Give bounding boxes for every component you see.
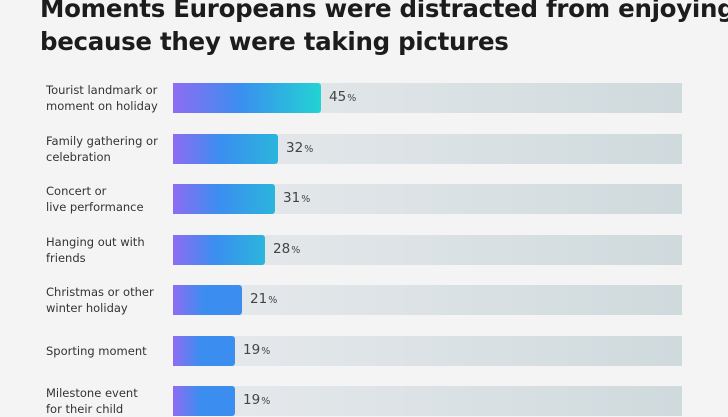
value-unit: %	[261, 345, 271, 357]
value-unit: %	[304, 143, 314, 155]
bar	[173, 234, 265, 265]
category-label: Christmas or other winter holiday	[46, 284, 166, 316]
bar	[173, 386, 235, 416]
bar	[173, 285, 242, 315]
value-unit: %	[347, 93, 357, 104]
category-label-line: Tourist landmark or	[46, 83, 158, 97]
category-label-line: Christmas or other	[46, 285, 154, 299]
value-number: 19	[243, 341, 261, 358]
bar	[173, 133, 278, 164]
category-label: Sporting moment	[46, 343, 166, 359]
value-number: 32	[286, 139, 304, 156]
category-label-line: Sporting moment	[46, 343, 147, 358]
value-label: 31%	[283, 190, 310, 206]
category-label-line: Milestone event	[46, 386, 138, 400]
bar-track	[173, 285, 682, 315]
category-label-line: Hanging out with	[46, 234, 145, 249]
bar-row: Concert or live performance 31%	[0, 184, 728, 214]
category-label: Family gathering or celebration	[46, 133, 166, 165]
category-label: Tourist landmark or moment on holiday	[46, 82, 166, 114]
category-label: Hanging out with friends	[46, 234, 166, 266]
value-number: 19	[243, 392, 261, 408]
bar-row: Hanging out with friends 28%	[0, 234, 728, 266]
chart-title-line-1: Moments Europeans were distracted from e…	[40, 0, 728, 23]
value-number: 28	[273, 240, 291, 257]
chart-title: Moments Europeans were distracted from e…	[40, 0, 728, 58]
category-label-line: for their child	[46, 402, 124, 416]
value-unit: %	[291, 244, 301, 256]
category-label-line: live performance	[46, 200, 144, 214]
bar-row: Family gathering or celebration 32%	[0, 133, 728, 165]
bar	[173, 335, 235, 366]
value-unit: %	[301, 194, 311, 205]
value-label: 28%	[273, 241, 300, 257]
value-unit: %	[261, 396, 271, 407]
category-label-line: moment on holiday	[46, 99, 158, 113]
bar-track	[173, 335, 682, 366]
category-label-line: friends	[46, 250, 86, 265]
bar	[173, 184, 275, 214]
chart-title-line-2: because they were taking pictures	[40, 27, 509, 56]
value-label: 32%	[286, 140, 313, 156]
category-label: Milestone event for their child	[46, 385, 166, 417]
category-label-line: winter holiday	[46, 301, 128, 315]
category-label-line: Concert or	[46, 184, 107, 198]
bar-row: Christmas or other winter holiday 21%	[0, 285, 728, 315]
value-unit: %	[268, 295, 278, 306]
value-number: 45	[329, 89, 347, 105]
value-label: 21%	[250, 291, 277, 307]
value-number: 31	[283, 190, 301, 206]
category-label-line: celebration	[46, 149, 111, 164]
category-label: Concert or live performance	[46, 183, 166, 215]
value-label: 45%	[329, 89, 356, 105]
bar-row: Tourist landmark or moment on holiday 45%	[0, 83, 728, 113]
bar-row: Sporting moment 19%	[0, 335, 728, 366]
value-label: 19%	[243, 392, 270, 408]
value-label: 19%	[243, 342, 270, 358]
value-number: 21	[250, 291, 268, 307]
bar-row: Milestone event for their child 19%	[0, 386, 728, 416]
bar	[173, 83, 321, 113]
category-label-line: Family gathering or	[46, 133, 158, 148]
